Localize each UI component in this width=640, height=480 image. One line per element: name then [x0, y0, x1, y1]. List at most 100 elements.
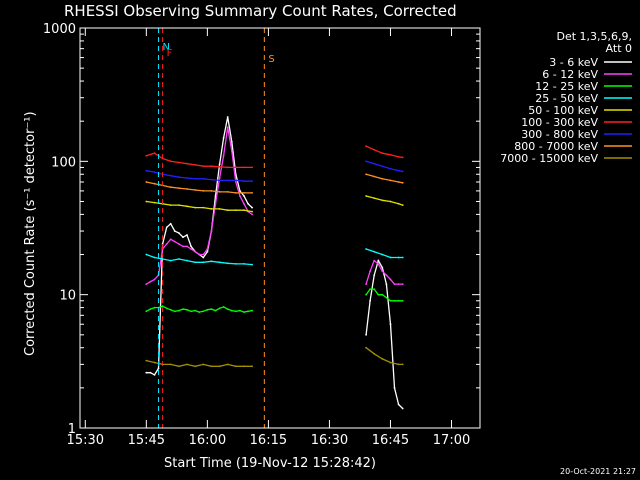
data-point — [239, 195, 241, 197]
data-point — [206, 308, 209, 311]
data-point — [239, 190, 241, 192]
data-point — [214, 195, 217, 197]
data-point — [389, 278, 392, 281]
data-point — [381, 293, 384, 296]
data-point — [186, 162, 188, 165]
data-point — [226, 262, 229, 265]
data-point — [369, 270, 371, 273]
data-point — [153, 201, 156, 204]
x-tick-label: 15:45 — [128, 433, 165, 448]
data-point — [373, 250, 376, 253]
data-point — [381, 165, 384, 168]
data-point — [397, 363, 400, 366]
plot-area — [145, 116, 404, 410]
data-point — [153, 182, 156, 185]
data-point — [178, 204, 180, 207]
data-point — [230, 149, 233, 152]
data-point — [222, 306, 225, 308]
data-point — [169, 222, 172, 225]
data-point — [194, 206, 197, 209]
data-point — [385, 274, 388, 277]
x-tick-label: 16:15 — [250, 433, 287, 448]
data-point — [377, 259, 380, 262]
data-point — [397, 299, 400, 302]
data-point — [218, 165, 221, 168]
data-point — [373, 148, 376, 151]
data-point — [389, 299, 392, 302]
data-point — [397, 202, 400, 205]
data-point — [194, 189, 197, 191]
data-point — [365, 333, 367, 336]
data-point — [182, 308, 184, 310]
data-point — [251, 365, 254, 368]
data-point — [178, 187, 180, 190]
y-tick-label: 100 — [51, 155, 76, 170]
data-point — [247, 202, 250, 205]
data-point — [389, 361, 392, 364]
data-point — [381, 152, 384, 155]
data-point — [186, 308, 188, 311]
data-point — [381, 270, 384, 273]
x-tick-label: 16:00 — [189, 433, 226, 448]
series-line-8-segment-1 — [146, 181, 253, 194]
legend-label: 3 - 6 keV — [549, 56, 598, 69]
data-point — [397, 181, 400, 183]
data-point — [169, 363, 172, 366]
data-point — [194, 365, 197, 368]
data-point — [145, 371, 148, 374]
data-point — [377, 293, 380, 296]
data-point — [401, 299, 404, 302]
data-point — [206, 250, 209, 253]
data-point — [226, 363, 229, 366]
data-point — [243, 166, 245, 169]
data-point — [169, 308, 172, 311]
legend-label: 6 - 12 keV — [542, 68, 598, 81]
data-point — [234, 263, 237, 265]
data-point — [401, 204, 404, 207]
series-line-7-segment-1 — [146, 170, 253, 182]
data-point — [401, 256, 404, 259]
legend-label: 7000 - 15000 keV — [500, 152, 598, 165]
data-point — [145, 169, 148, 172]
data-point — [145, 200, 148, 203]
legend-label: 25 - 50 keV — [535, 92, 598, 105]
data-point — [222, 154, 225, 157]
data-point — [190, 248, 193, 250]
data-point — [365, 173, 367, 176]
data-point — [243, 263, 245, 265]
data-point — [145, 310, 148, 313]
y-tick-label: 1000 — [43, 22, 76, 37]
data-point — [157, 367, 160, 370]
data-point — [178, 232, 180, 234]
data-point — [389, 256, 392, 259]
data-point — [397, 256, 400, 259]
data-point — [153, 278, 156, 281]
data-point — [178, 176, 180, 179]
data-point — [145, 283, 148, 285]
data-point — [153, 152, 156, 155]
data-point — [178, 258, 180, 260]
data-point — [194, 309, 197, 312]
data-point — [226, 209, 229, 212]
data-point — [190, 310, 193, 313]
data-point — [251, 210, 254, 213]
data-point — [194, 261, 197, 264]
data-point — [190, 245, 193, 248]
data-point — [169, 160, 172, 163]
data-point — [218, 179, 221, 182]
data-point — [153, 306, 156, 309]
data-point — [202, 165, 205, 168]
data-point — [149, 280, 152, 283]
data-point — [206, 248, 209, 250]
data-point — [369, 288, 371, 290]
data-point — [226, 166, 229, 169]
data-point — [243, 195, 245, 197]
data-point — [202, 190, 205, 192]
data-point — [186, 177, 188, 179]
x-tick-label: 15:30 — [67, 433, 104, 448]
data-point — [234, 209, 237, 212]
data-point — [234, 365, 237, 368]
data-point — [397, 169, 400, 172]
